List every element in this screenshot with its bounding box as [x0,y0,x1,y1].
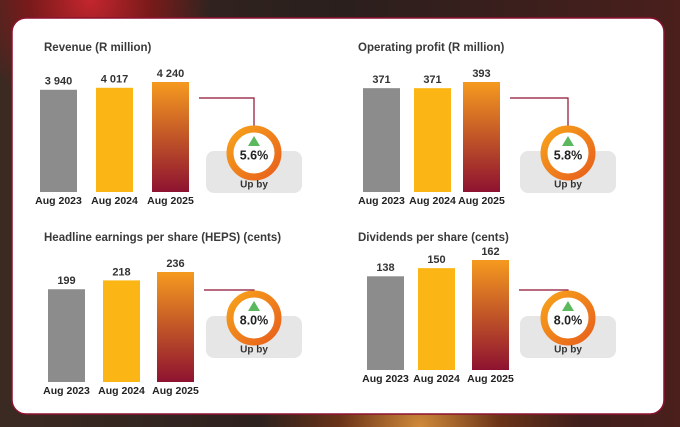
x-tick-label: Aug 2025 [458,195,505,207]
bar [152,82,189,192]
bar [367,276,404,370]
badge-change: 8.0% [240,313,269,327]
up-arrow [562,136,574,146]
x-tick-label: Aug 2023 [35,195,82,207]
bar [463,82,500,192]
chart-title: Operating profit (R million) [358,42,504,54]
connector [199,97,255,127]
up-arrow [248,301,260,311]
badge-ring [226,125,282,181]
bar [414,88,451,192]
x-tick-label: Aug 2024 [91,195,138,207]
badge-caption: Up by [554,345,582,356]
value-label: 4 017 [101,74,129,86]
badge-caption: Up by [240,345,268,356]
bar [48,289,85,382]
up-arrow [248,136,260,146]
x-tick-label: Aug 2023 [358,195,405,207]
value-label: 218 [112,266,130,278]
x-tick-label: Aug 2024 [409,195,456,207]
value-label: 371 [372,74,390,86]
badge-caption: Up by [240,180,268,191]
x-tick-label: Aug 2024 [413,373,460,385]
x-tick-label: Aug 2023 [43,385,90,397]
bar [472,260,509,370]
bar [363,88,400,192]
chart-title: Headline earnings per share (HEPS) (cent… [44,232,281,244]
bar [157,272,194,382]
value-label: 393 [472,68,490,80]
connector [510,97,569,127]
value-label: 3 940 [45,76,73,88]
value-label: 371 [423,74,441,86]
x-tick-label: Aug 2023 [362,373,409,385]
x-tick-label: Aug 2024 [98,385,145,397]
badge-change: 5.8% [554,148,583,162]
value-label: 236 [166,258,184,270]
bar [418,268,455,370]
badge-caption: Up by [554,180,582,191]
badge-ring [226,290,282,346]
x-tick-label: Aug 2025 [467,373,514,385]
bar [40,89,77,192]
value-label: 150 [427,254,445,266]
value-label: 138 [376,262,394,274]
badge-change: 5.6% [240,148,269,162]
up-arrow [562,301,574,311]
badge-change: 8.0% [554,313,583,327]
chart-title: Dividends per share (cents) [358,232,509,244]
x-tick-label: Aug 2025 [152,385,199,397]
x-tick-label: Aug 2025 [147,195,194,207]
bar [96,87,133,192]
bar [103,280,140,382]
value-label: 162 [481,246,499,258]
badge-ring [540,125,596,181]
value-label: 199 [57,275,75,287]
value-label: 4 240 [157,68,185,80]
badge-ring [540,290,596,346]
chart-title: Revenue (R million) [44,42,152,54]
